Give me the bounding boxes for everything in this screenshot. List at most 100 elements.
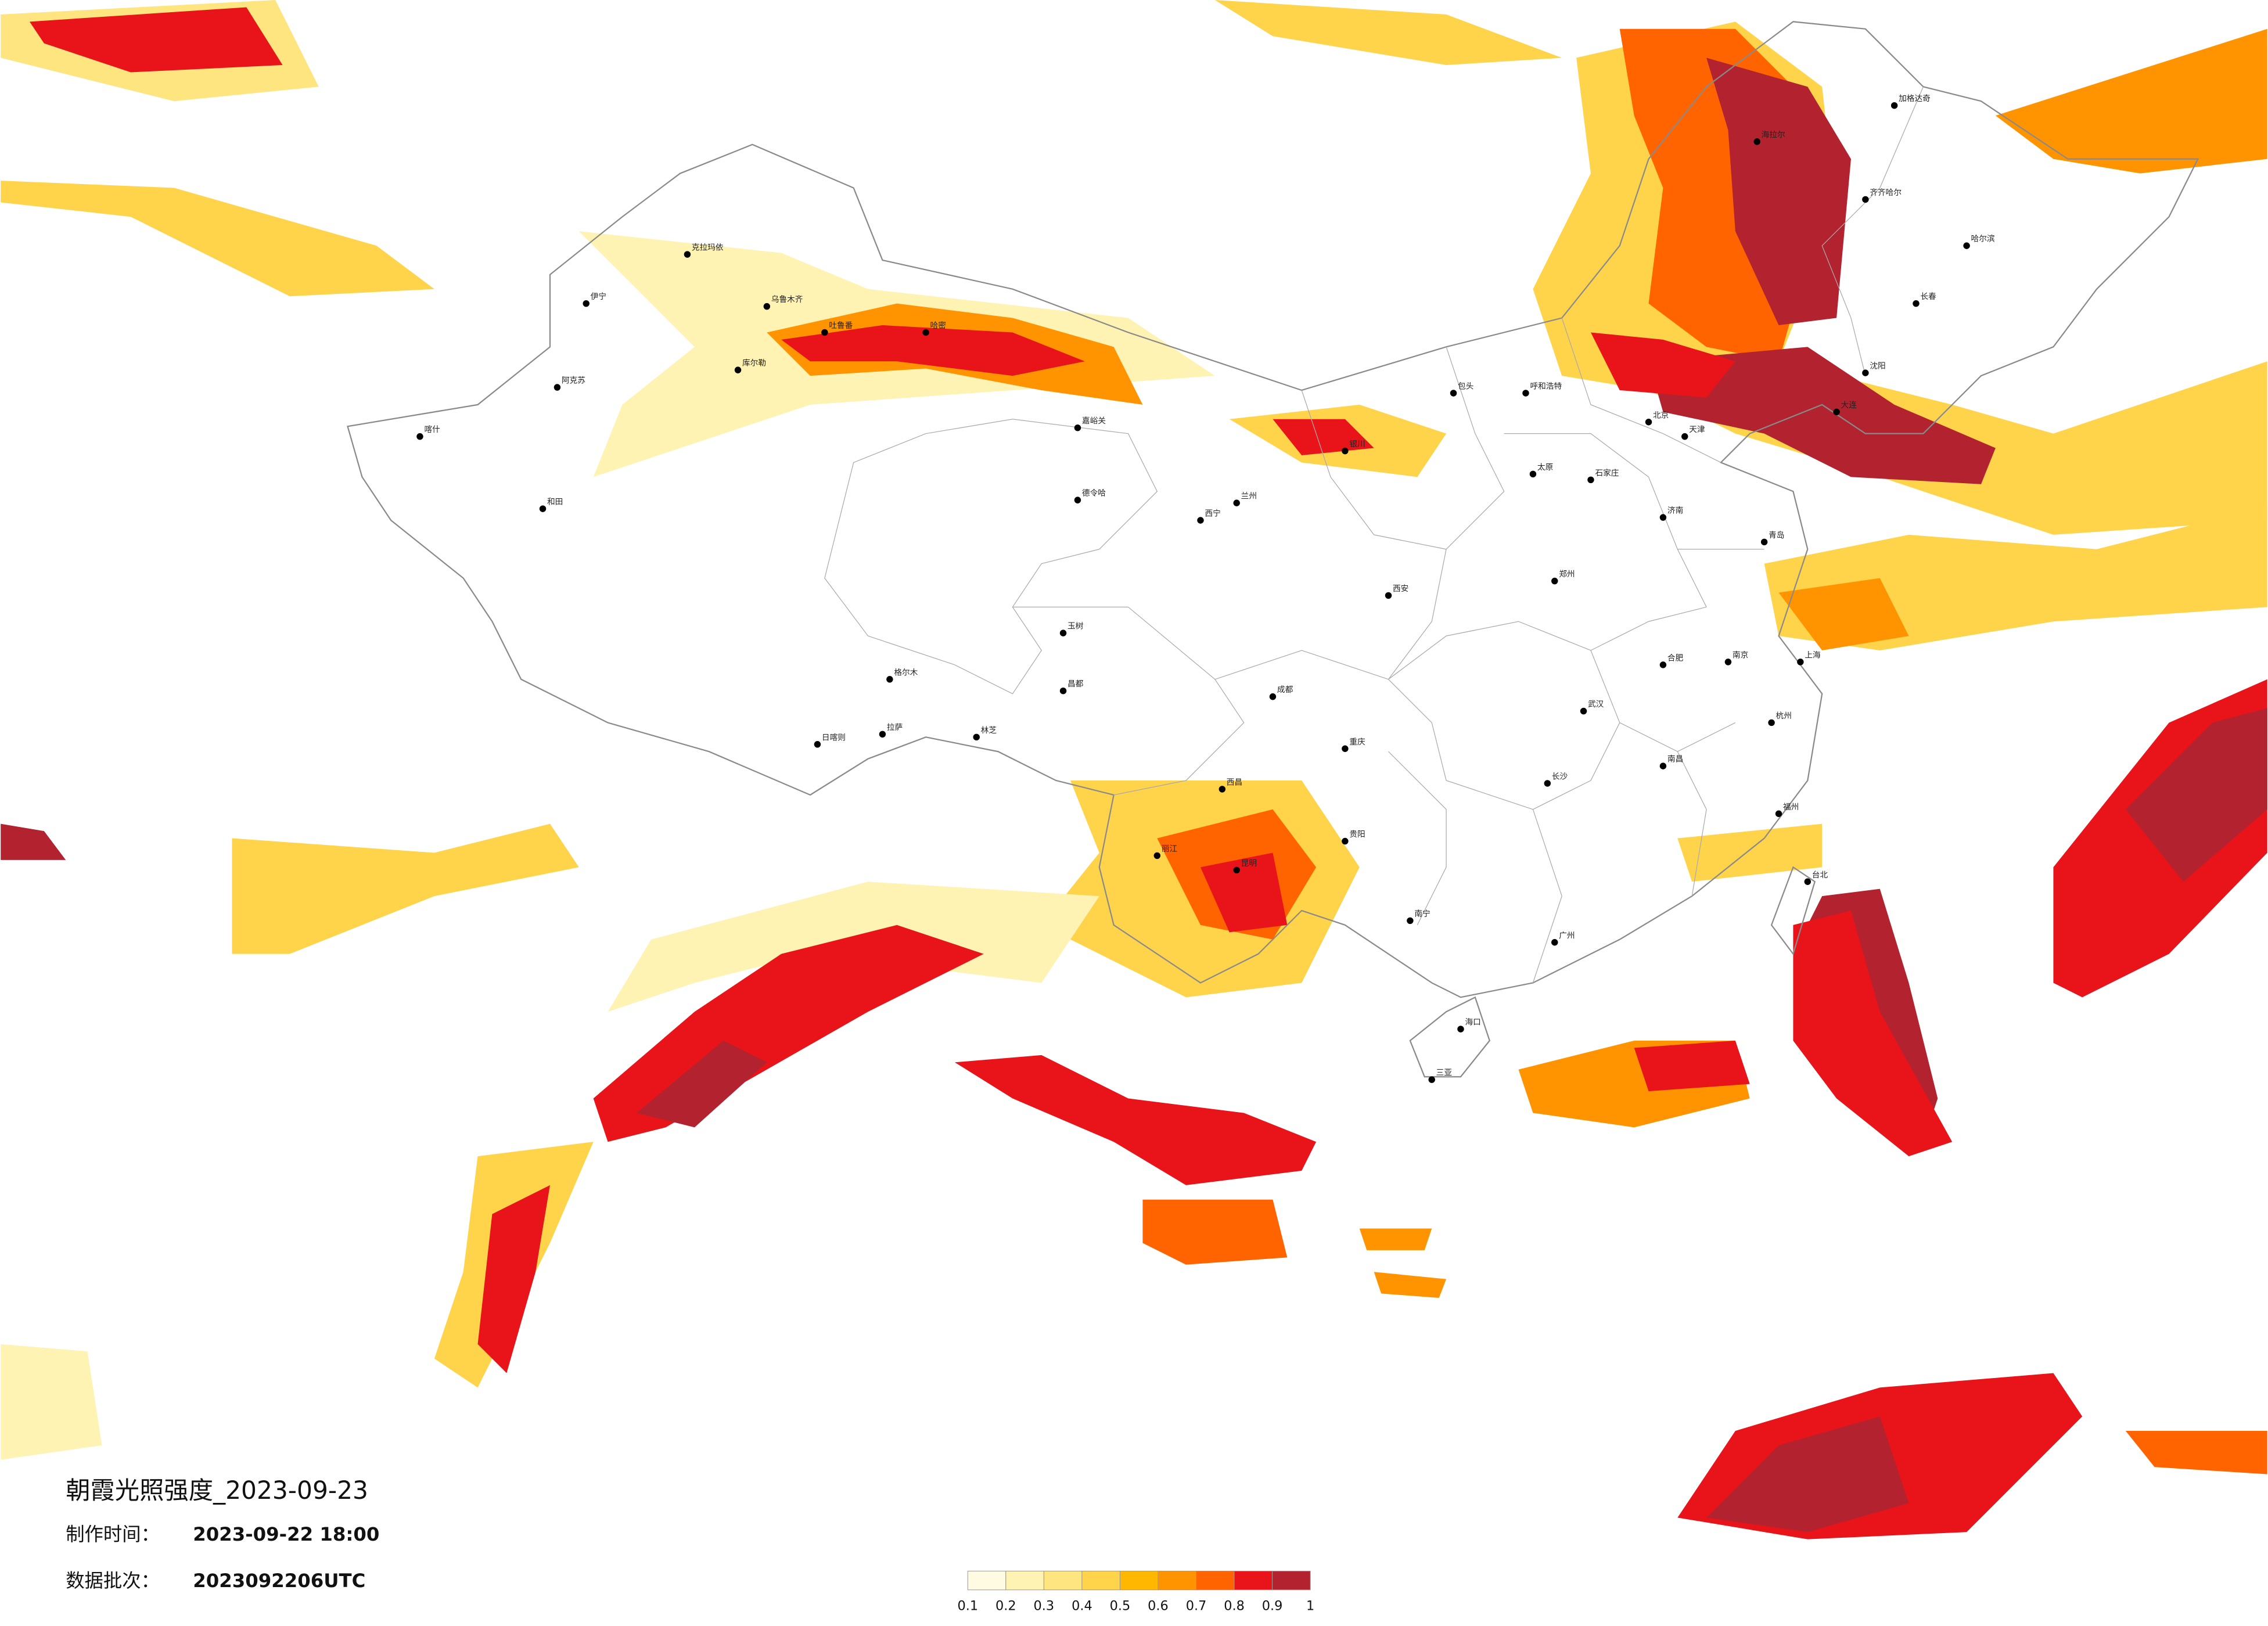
city-label: 库尔勒 bbox=[742, 359, 766, 368]
city-dot bbox=[1529, 470, 1537, 478]
city-dot bbox=[734, 366, 742, 373]
city-label: 格尔木 bbox=[894, 668, 918, 677]
city-label: 长沙 bbox=[1552, 772, 1568, 782]
city-dot bbox=[1233, 499, 1240, 506]
legend-tick-label: 0.7 bbox=[1186, 1599, 1207, 1614]
city-dot bbox=[814, 741, 821, 748]
city-dot bbox=[553, 384, 561, 391]
city-dot bbox=[1753, 138, 1760, 145]
city-label: 重庆 bbox=[1349, 738, 1365, 747]
city-label: 玉树 bbox=[1067, 622, 1084, 631]
city-dot bbox=[1219, 786, 1226, 793]
city-dot bbox=[763, 303, 771, 310]
legend-tick-label: 0.9 bbox=[1262, 1599, 1283, 1614]
legend-tick-label: 0.6 bbox=[1148, 1599, 1169, 1614]
city-label: 合肥 bbox=[1667, 653, 1684, 663]
city-label: 成都 bbox=[1277, 685, 1293, 695]
city-dot bbox=[1342, 837, 1349, 845]
city-label: 武汉 bbox=[1588, 700, 1604, 709]
city-dot bbox=[1074, 497, 1081, 503]
city-dot bbox=[821, 329, 828, 336]
city-label: 上海 bbox=[1805, 650, 1821, 660]
legend-tick-label: 1 bbox=[1306, 1599, 1314, 1614]
city-label: 济南 bbox=[1667, 506, 1683, 516]
city-label: 喀什 bbox=[424, 425, 440, 434]
city-label: 乌鲁木齐 bbox=[771, 295, 803, 304]
city-label: 长春 bbox=[1920, 292, 1936, 301]
city-label: 西安 bbox=[1393, 584, 1408, 593]
city-dot bbox=[1450, 390, 1457, 397]
city-label: 丽江 bbox=[1162, 844, 1178, 854]
legend-tick-label: 0.8 bbox=[1224, 1599, 1245, 1614]
city-dot bbox=[1833, 408, 1840, 416]
city-label: 德令哈 bbox=[1082, 489, 1106, 498]
city-label: 昆明 bbox=[1241, 859, 1257, 868]
city-dot bbox=[886, 676, 893, 683]
city-dot bbox=[1428, 1076, 1435, 1083]
city-dot bbox=[1059, 629, 1067, 636]
city-label: 银川 bbox=[1349, 440, 1365, 449]
city-label: 呼和浩特 bbox=[1530, 382, 1562, 391]
country-border bbox=[347, 21, 2199, 1078]
city-label: 哈密 bbox=[930, 321, 947, 330]
city-dot bbox=[1645, 419, 1652, 426]
city-label: 兰州 bbox=[1241, 492, 1257, 501]
made-value: 2023-09-22 18:00 bbox=[193, 1523, 379, 1545]
city-label: 伊宁 bbox=[591, 292, 606, 301]
legend-swatch bbox=[1005, 1570, 1044, 1591]
legend-swatch bbox=[1196, 1570, 1235, 1591]
legend-swatch bbox=[1158, 1570, 1197, 1591]
legend: 0.1 0.2 0.3 0.4 0.5 0.6 0.7 0.8 0.9 1 bbox=[957, 1570, 1314, 1614]
city-label: 天津 bbox=[1689, 425, 1705, 434]
legend-swatch bbox=[1272, 1570, 1311, 1591]
city-label: 吐鲁番 bbox=[829, 321, 853, 330]
city-label: 石家庄 bbox=[1595, 468, 1619, 478]
city-dot bbox=[1342, 745, 1349, 752]
city-label: 嘉峪关 bbox=[1082, 416, 1106, 426]
city-dot bbox=[1587, 476, 1594, 484]
city-dot bbox=[879, 731, 886, 738]
batch-value: 2023092206UTC bbox=[193, 1570, 365, 1592]
city-label: 南昌 bbox=[1667, 755, 1683, 764]
intensity-field bbox=[1, 0, 2267, 1539]
city-label: 青岛 bbox=[1769, 531, 1784, 540]
city-label: 三亚 bbox=[1436, 1069, 1453, 1078]
city-label: 北京 bbox=[1653, 411, 1669, 420]
map-title: 朝霞光照强度_2023-09-23 bbox=[66, 1476, 368, 1505]
city-dot bbox=[1580, 707, 1587, 715]
city-dot bbox=[1724, 659, 1732, 665]
city-label: 林芝 bbox=[981, 726, 997, 735]
city-label: 海口 bbox=[1465, 1018, 1480, 1027]
city-dot bbox=[1804, 878, 1811, 885]
city-dot bbox=[1659, 661, 1667, 668]
city-dot bbox=[1551, 939, 1558, 946]
legend-swatch bbox=[967, 1570, 1007, 1591]
city-dot bbox=[1768, 719, 1775, 726]
legend-swatch bbox=[1043, 1570, 1083, 1591]
city-label: 郑州 bbox=[1559, 570, 1575, 579]
city-dot bbox=[1551, 577, 1558, 585]
legend-tick-label: 0.5 bbox=[1110, 1599, 1131, 1614]
made-label: 制作时间： bbox=[66, 1523, 160, 1545]
legend-swatch bbox=[1119, 1570, 1159, 1591]
city-label: 日喀则 bbox=[822, 733, 846, 742]
city-label: 阿克苏 bbox=[562, 376, 585, 386]
city-label: 福州 bbox=[1783, 803, 1799, 812]
city-label: 包头 bbox=[1458, 382, 1473, 391]
city-dot bbox=[1059, 687, 1067, 695]
city-dot bbox=[1913, 300, 1920, 307]
legend-swatch bbox=[1234, 1570, 1273, 1591]
legend-tick-label: 0.3 bbox=[1034, 1599, 1055, 1614]
city-dot bbox=[416, 433, 423, 440]
city-dot bbox=[1681, 433, 1688, 440]
city-dot bbox=[1862, 369, 1869, 376]
city-label: 哈尔滨 bbox=[1971, 235, 1995, 244]
city-dot bbox=[1659, 514, 1667, 521]
city-label: 太原 bbox=[1537, 463, 1553, 472]
city-dot bbox=[1342, 447, 1349, 455]
city-dot bbox=[922, 329, 929, 336]
city-label: 齐齐哈尔 bbox=[1870, 188, 1902, 197]
city-label: 杭州 bbox=[1776, 711, 1792, 721]
